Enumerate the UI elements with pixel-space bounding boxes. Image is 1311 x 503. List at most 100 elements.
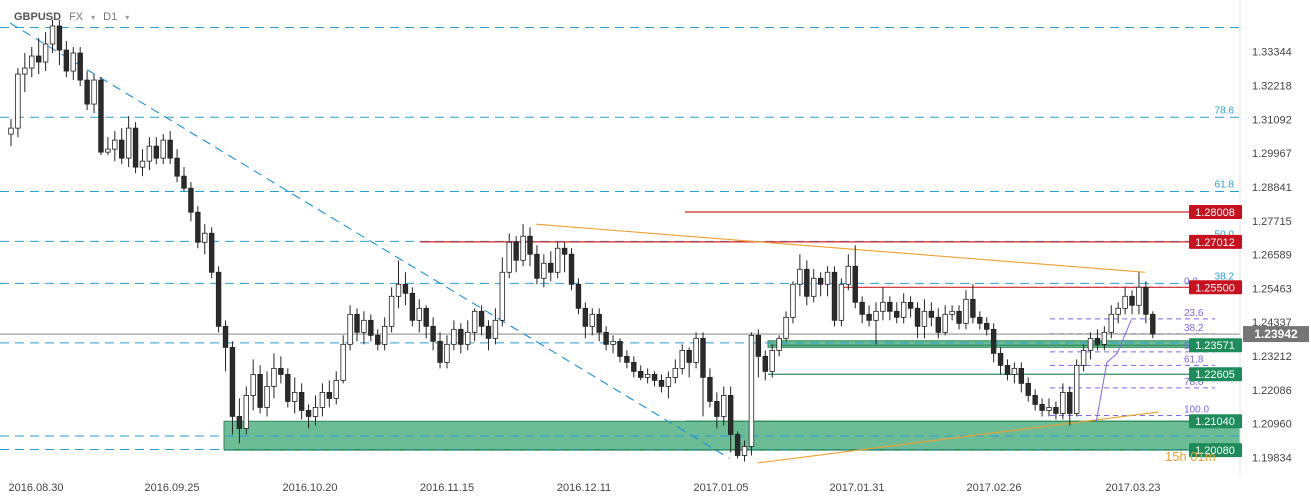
- candle: [319, 383, 326, 417]
- candle: [1087, 332, 1094, 360]
- candle: [928, 302, 935, 327]
- candle: [644, 368, 651, 384]
- candle-body: [458, 328, 464, 345]
- candle: [534, 245, 540, 285]
- price-tag-text: 1.20080: [1195, 445, 1235, 457]
- candle: [1080, 344, 1087, 372]
- y-tick-label: 1.20960: [1252, 419, 1292, 431]
- candle: [77, 47, 83, 87]
- candle-body: [554, 247, 561, 273]
- candle: [444, 335, 450, 369]
- candle: [423, 305, 429, 339]
- candle-body: [845, 265, 852, 285]
- candle-body: [215, 271, 222, 327]
- candle: [292, 377, 298, 414]
- candle: [589, 308, 595, 336]
- candle-body: [900, 301, 907, 318]
- candle-body: [741, 446, 748, 456]
- candle-body: [347, 313, 353, 345]
- price-tag-resistance: 1.28008: [1189, 204, 1242, 219]
- candle-body: [513, 241, 519, 261]
- candle: [1011, 362, 1018, 384]
- candle-body: [970, 298, 976, 318]
- candle-body: [84, 79, 90, 105]
- candle-body: [520, 235, 526, 261]
- candle-body: [257, 373, 263, 408]
- candle-body: [956, 310, 962, 324]
- symbol-label[interactable]: GBPUSD: [14, 11, 62, 23]
- current-price-tag: 1.23942: [1243, 326, 1309, 343]
- candle-body: [665, 376, 672, 387]
- candle: [70, 47, 76, 81]
- candle-body: [326, 392, 333, 399]
- source-label[interactable]: FX: [69, 11, 84, 23]
- x-tick-label: 2016.10.20: [282, 482, 337, 494]
- candle: [119, 128, 125, 165]
- x-tick-label: 2017.01.05: [693, 482, 748, 494]
- fib-short-label: 100.0: [1184, 405, 1209, 416]
- bar-countdown: 15h 01m: [1165, 449, 1216, 464]
- chevron-down-icon[interactable]: ▾: [125, 12, 130, 22]
- candle-body: [672, 367, 679, 378]
- candle: [582, 302, 589, 339]
- candle-body: [56, 25, 63, 51]
- candle-body: [1101, 331, 1108, 345]
- candle: [638, 365, 644, 381]
- price-tag-bg: [1189, 338, 1242, 353]
- fib-label: 78.6: [1215, 105, 1235, 116]
- candle: [1136, 272, 1142, 315]
- candle: [977, 311, 983, 330]
- candle-body: [624, 355, 630, 363]
- candle-body: [437, 340, 443, 363]
- candle: [548, 251, 554, 282]
- candle: [984, 317, 990, 336]
- y-tick-label: 1.25463: [1252, 283, 1292, 295]
- candle-body: [1129, 295, 1135, 306]
- candle: [368, 314, 374, 342]
- candle-body: [77, 52, 83, 81]
- candle: [250, 359, 256, 411]
- candle-body: [271, 367, 277, 387]
- candle: [686, 347, 692, 378]
- trendline-downtrend: [9, 22, 730, 459]
- candle: [997, 347, 1004, 375]
- candle-body: [1011, 367, 1018, 375]
- candle-body: [1018, 367, 1025, 384]
- candle: [257, 365, 263, 414]
- candle-body: [603, 331, 609, 345]
- chevron-down-icon[interactable]: ▾: [91, 12, 96, 22]
- candle-body: [568, 253, 575, 285]
- y-tick-label: 1.33344: [1252, 47, 1292, 59]
- candle-body: [714, 401, 720, 417]
- price-tag-text: 1.23571: [1195, 340, 1235, 352]
- candle-body: [319, 392, 326, 408]
- candle-body: [208, 232, 215, 273]
- candle-body: [167, 139, 173, 159]
- candle: [35, 38, 42, 75]
- candle-body: [596, 313, 602, 333]
- candle-body: [914, 307, 921, 327]
- candle: [894, 302, 900, 324]
- candle-body: [160, 139, 166, 159]
- candle-body: [575, 283, 582, 309]
- candle: [568, 248, 575, 291]
- candle-body: [132, 127, 139, 168]
- candle-body: [721, 395, 727, 417]
- candle-body: [22, 67, 28, 75]
- y-tick-label: 1.22086: [1252, 385, 1292, 397]
- candle: [513, 236, 519, 273]
- price-tag-bg: [1189, 204, 1242, 219]
- candle-body: [42, 43, 49, 63]
- candle-body: [250, 373, 256, 396]
- candle-body: [368, 319, 374, 336]
- candle: [1039, 398, 1045, 417]
- candle: [98, 77, 104, 156]
- timeframe-label[interactable]: D1: [103, 11, 118, 23]
- candle: [478, 305, 485, 336]
- candle: [243, 386, 249, 435]
- candle: [679, 344, 685, 375]
- price-axis: 1.33344 1.32218 1.31092 1.29967 1.28841 1.277…: [1239, 0, 1292, 475]
- candle-body: [499, 271, 506, 321]
- candle: [222, 320, 229, 372]
